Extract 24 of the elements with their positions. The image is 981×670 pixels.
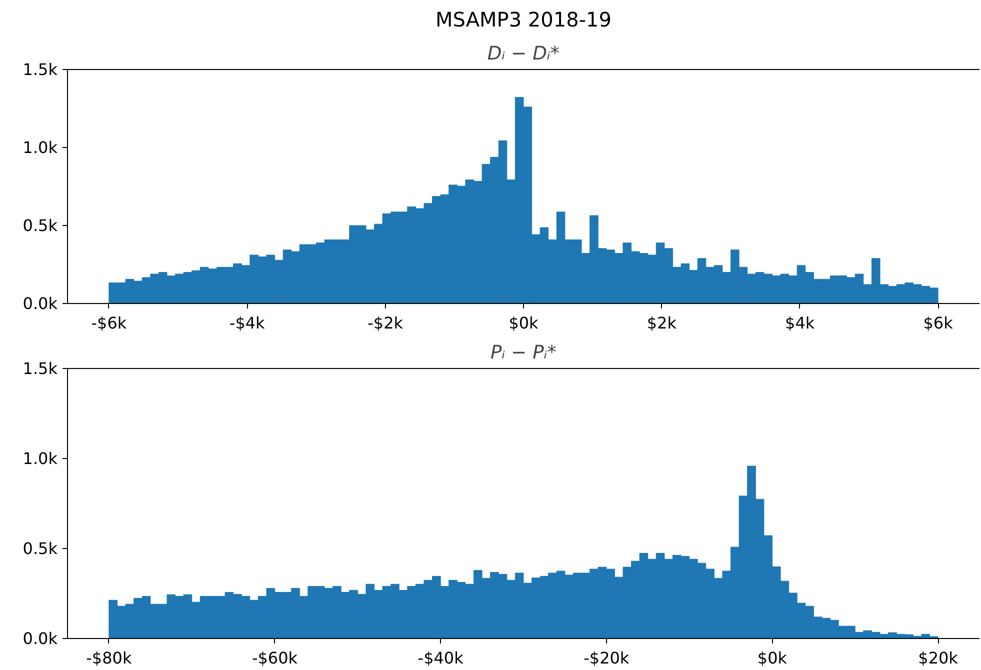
x-tick-label: -$2k	[368, 314, 404, 332]
x-tick-label: -$80k	[86, 648, 132, 668]
y-tick-label: 1.5k	[22, 60, 58, 79]
y-tick-label: 0.0k	[22, 629, 58, 648]
y-tick-label: 1.5k	[22, 359, 58, 378]
x-tick-label: -$4k	[229, 314, 266, 332]
x-tick-label: $0k	[508, 314, 540, 332]
y-tick-label: 0.5k	[22, 216, 58, 235]
chart-title: MSAMP3 2018-19	[436, 8, 612, 32]
y-tick-label: 1.0k	[22, 138, 58, 157]
y-tick-label: 1.0k	[22, 449, 58, 468]
chart-title: Pᵢ − Pᵢ*	[490, 342, 557, 364]
x-tick-label: -$40k	[418, 648, 464, 668]
x-tick-label: $0k	[757, 648, 788, 668]
x-tick-label: -$6k	[91, 314, 128, 332]
x-tick-label: $6k	[923, 314, 954, 332]
y-tick-label: 0.0k	[22, 294, 58, 313]
chart-subtitle: Dᵢ − Dᵢ*	[487, 44, 560, 64]
y-tick-label: 0.5k	[22, 539, 58, 558]
x-tick-label: $4k	[785, 314, 816, 332]
x-tick-label: $2k	[646, 314, 678, 332]
x-tick-label: $20k	[918, 648, 959, 668]
x-tick-label: -$60k	[252, 648, 298, 668]
x-tick-label: -$20k	[584, 648, 630, 668]
